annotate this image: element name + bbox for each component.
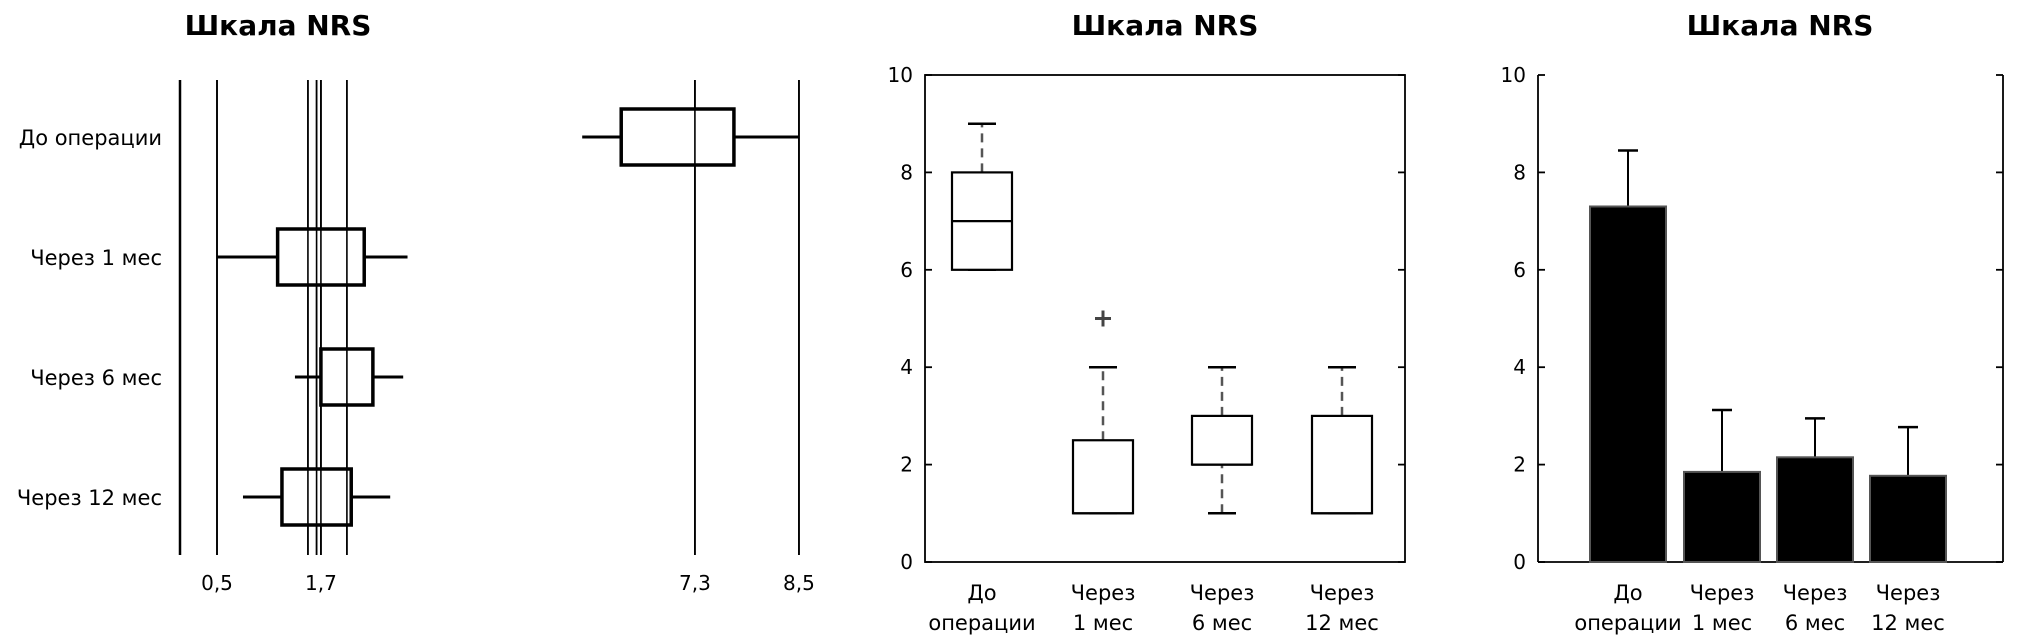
- y-tick-label: 4: [900, 355, 913, 379]
- reference-label: 0,5: [201, 571, 233, 595]
- bar-2: [1776, 417, 1854, 564]
- category-label: 1 мес: [1073, 611, 1133, 635]
- iqr-box: [1310, 414, 1374, 515]
- y-tick-label: 10: [1501, 63, 1526, 87]
- reference-label: 1,7: [305, 571, 337, 595]
- y-tick-label: 4: [1513, 355, 1526, 379]
- iqr-box: [1071, 439, 1135, 515]
- category-label: Через: [1190, 581, 1255, 605]
- panel-vertical-boxplot: Шкала NRS 0 2 4 6 8 10 До операции Через 1 мес Че…: [888, 9, 1406, 635]
- y-tick-label: 6: [1513, 258, 1526, 282]
- category-label: Через: [1783, 581, 1848, 605]
- category-label: Через: [1876, 581, 1941, 605]
- iqr-box: [619, 107, 736, 167]
- bar-3: [1869, 425, 1947, 563]
- panel2-plot-frame: [924, 74, 1406, 563]
- y-tick-label: 2: [900, 453, 913, 477]
- y-tick-label: 8: [1513, 160, 1526, 184]
- category-label: операции: [928, 611, 1035, 635]
- y-tick-label: 0: [1513, 550, 1526, 574]
- reference-label: 8,5: [783, 571, 815, 595]
- box-1: [217, 227, 408, 287]
- category-label: Через 12 мес: [17, 486, 162, 510]
- category-label: До операции: [19, 126, 162, 150]
- category-label: До: [967, 581, 996, 605]
- bar: [1683, 470, 1761, 563]
- category-label: Через: [1690, 581, 1755, 605]
- box-1: [1071, 310, 1135, 515]
- reference-label: 7,3: [679, 571, 711, 595]
- y-tick-label: 0: [900, 550, 913, 574]
- category-label: операции: [1574, 611, 1681, 635]
- y-tick-label: 6: [900, 258, 913, 282]
- box-0: [950, 122, 1014, 272]
- category-label: 12 мес: [1871, 611, 1945, 635]
- bar: [1869, 474, 1947, 563]
- box-3: [1310, 365, 1374, 515]
- iqr-box: [1190, 414, 1254, 466]
- panel3-title: Шкала NRS: [1687, 9, 1874, 42]
- category-label: 12 мес: [1305, 611, 1379, 635]
- box-2: [294, 347, 404, 407]
- category-label: 6 мес: [1785, 611, 1845, 635]
- category-label: 6 мес: [1192, 611, 1252, 635]
- box-0: [582, 107, 799, 167]
- category-label: Через: [1310, 581, 1375, 605]
- y-tick-label: 2: [1513, 453, 1526, 477]
- bar-1: [1683, 408, 1761, 563]
- y-tick-label: 8: [900, 160, 913, 184]
- category-label: До: [1613, 581, 1642, 605]
- y-tick-label: 10: [888, 63, 913, 87]
- bar-0: [1589, 149, 1667, 564]
- panel-bar-chart: Шкала NRS 0 2 4 6 8 10 До операции Через 1 мес Че…: [1501, 9, 2004, 635]
- bar: [1589, 205, 1667, 564]
- bar: [1776, 456, 1854, 564]
- panel1-title: Шкала NRS: [185, 9, 372, 42]
- category-label: Через: [1071, 581, 1136, 605]
- category-label: Через 6 мес: [30, 366, 162, 390]
- panel2-title: Шкала NRS: [1072, 9, 1259, 42]
- category-label: Через 1 мес: [30, 246, 162, 270]
- box-2: [1190, 365, 1254, 515]
- category-label: 1 мес: [1692, 611, 1752, 635]
- reference-lines-overlay: [216, 80, 800, 555]
- panel-horizontal-boxplot: Шкала NRS До операции Через 1 мес Через 6 …: [17, 9, 815, 595]
